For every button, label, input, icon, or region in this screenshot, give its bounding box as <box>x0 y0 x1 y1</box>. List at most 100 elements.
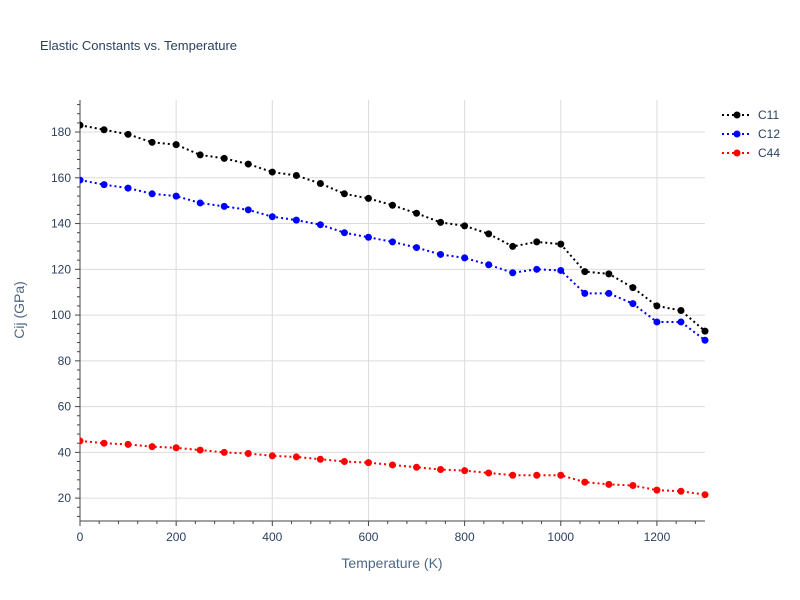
data-point-c11[interactable] <box>196 151 204 159</box>
data-point-c44[interactable] <box>389 461 396 469</box>
data-point-c44[interactable] <box>77 437 84 445</box>
data-point-c12[interactable] <box>172 192 180 200</box>
data-point-c12[interactable] <box>340 229 348 237</box>
data-point-c12[interactable] <box>605 289 613 297</box>
y-tick-label: 40 <box>58 445 72 459</box>
data-point-c11[interactable] <box>100 126 108 134</box>
x-tick-label: 1000 <box>547 530 574 544</box>
legend-marker <box>733 149 741 157</box>
data-point-c12[interactable] <box>316 221 324 229</box>
y-tick-label: 100 <box>51 308 71 322</box>
data-point-c12[interactable] <box>653 318 661 326</box>
data-point-c11[interactable] <box>533 238 541 246</box>
data-point-c44[interactable] <box>701 491 709 499</box>
data-point-c44[interactable] <box>364 459 372 467</box>
data-point-c11[interactable] <box>461 222 469 230</box>
series-line-c12 <box>80 179 706 342</box>
data-point-c11[interactable] <box>77 121 84 129</box>
data-point-c44[interactable] <box>172 444 180 452</box>
data-point-c11[interactable] <box>557 240 565 248</box>
data-point-c11[interactable] <box>629 284 637 292</box>
data-point-c11[interactable] <box>316 180 324 188</box>
data-point-c44[interactable] <box>605 480 613 488</box>
data-point-c44[interactable] <box>148 443 156 451</box>
data-point-c44[interactable] <box>677 487 685 495</box>
data-point-c12[interactable] <box>364 233 372 241</box>
legend-item-c12[interactable]: C12 <box>722 127 780 141</box>
data-point-c12[interactable] <box>124 184 132 192</box>
data-point-c44[interactable] <box>413 463 421 471</box>
data-point-c12[interactable] <box>220 202 228 210</box>
legend-item-c11[interactable]: C11 <box>722 108 779 122</box>
data-point-c11[interactable] <box>244 160 252 168</box>
data-point-c44[interactable] <box>244 450 252 458</box>
data-point-c12[interactable] <box>100 181 108 189</box>
legend-item-c44[interactable]: C44 <box>722 146 780 160</box>
data-point-c12[interactable] <box>389 238 396 246</box>
y-tick-label: 160 <box>51 171 71 185</box>
y-tick-label: 180 <box>51 125 71 139</box>
data-point-c44[interactable] <box>316 455 324 463</box>
data-point-c12[interactable] <box>629 300 637 308</box>
x-tick-label: 200 <box>166 530 186 544</box>
data-point-c44[interactable] <box>557 471 565 479</box>
data-point-c44[interactable] <box>653 486 661 494</box>
data-point-c11[interactable] <box>340 190 348 198</box>
data-point-c12[interactable] <box>413 244 421 252</box>
axes <box>75 100 705 526</box>
data-point-c12[interactable] <box>437 250 445 258</box>
data-point-c11[interactable] <box>389 201 396 209</box>
data-point-c12[interactable] <box>148 190 156 198</box>
data-point-c44[interactable] <box>268 452 276 460</box>
data-point-c12[interactable] <box>677 318 685 326</box>
y-tick-label: 60 <box>58 400 72 414</box>
data-point-c12[interactable] <box>509 269 517 277</box>
data-point-c11[interactable] <box>268 168 276 176</box>
data-point-c11[interactable] <box>172 141 180 149</box>
data-point-c44[interactable] <box>340 458 348 466</box>
data-point-c11[interactable] <box>413 209 421 217</box>
data-point-c11[interactable] <box>653 302 661 310</box>
data-point-c11[interactable] <box>124 130 132 138</box>
data-point-c12[interactable] <box>292 216 300 224</box>
data-point-c11[interactable] <box>581 268 589 276</box>
data-point-c11[interactable] <box>220 154 228 162</box>
data-point-c12[interactable] <box>701 336 709 344</box>
data-point-c44[interactable] <box>292 453 300 461</box>
data-point-c12[interactable] <box>196 199 204 207</box>
data-point-c44[interactable] <box>509 471 517 479</box>
data-point-c44[interactable] <box>124 440 132 448</box>
data-point-c11[interactable] <box>364 194 372 202</box>
y-tick-label: 20 <box>58 491 72 505</box>
data-point-c11[interactable] <box>292 172 300 180</box>
data-point-c44[interactable] <box>196 446 204 454</box>
data-point-c12[interactable] <box>461 254 469 262</box>
data-point-c44[interactable] <box>485 469 493 477</box>
legend-marker <box>733 130 741 138</box>
data-point-c11[interactable] <box>677 307 685 314</box>
data-point-c11[interactable] <box>148 138 156 146</box>
data-point-c44[interactable] <box>629 482 637 490</box>
data-point-c44[interactable] <box>437 466 445 474</box>
data-point-c44[interactable] <box>220 448 228 456</box>
x-tick-label: 800 <box>455 530 475 544</box>
data-point-c12[interactable] <box>581 289 589 297</box>
data-point-c12[interactable] <box>533 265 541 273</box>
data-point-c12[interactable] <box>485 261 493 269</box>
data-point-c12[interactable] <box>244 206 252 214</box>
data-point-c44[interactable] <box>100 439 108 447</box>
data-point-c11[interactable] <box>485 230 493 238</box>
data-point-c12[interactable] <box>268 213 276 221</box>
data-point-c11[interactable] <box>437 218 445 226</box>
y-axis-label: Cij (GPa) <box>11 281 27 339</box>
data-point-c44[interactable] <box>581 478 589 486</box>
data-point-c44[interactable] <box>461 467 469 475</box>
data-point-c12[interactable] <box>77 176 84 184</box>
data-point-c12[interactable] <box>557 266 565 274</box>
data-point-c11[interactable] <box>701 327 709 335</box>
data-point-c11[interactable] <box>509 242 517 250</box>
data-point-c11[interactable] <box>605 270 613 278</box>
legend[interactable]: C11 C12 C44 <box>722 108 780 160</box>
data-point-c44[interactable] <box>533 471 541 479</box>
